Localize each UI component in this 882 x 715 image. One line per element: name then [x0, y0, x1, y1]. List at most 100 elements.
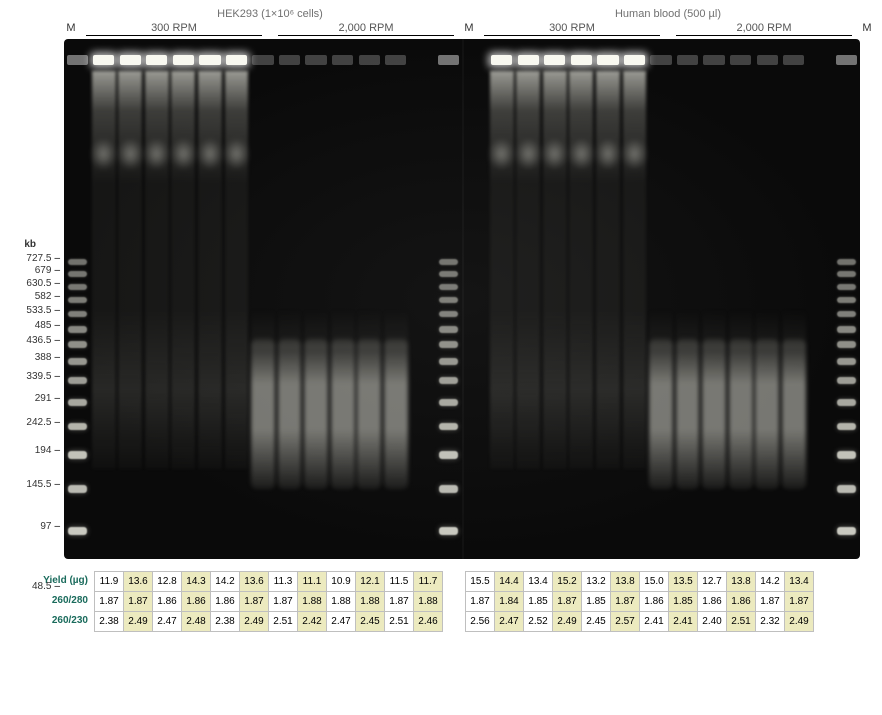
gel-smear-hmw [543, 71, 567, 469]
gel-well [120, 55, 141, 65]
kb-tick: 242.5 [26, 417, 60, 428]
ladder-band [837, 259, 856, 265]
gel-smear-sheared [331, 339, 355, 489]
gel-lane [595, 39, 622, 559]
gel-well [730, 55, 751, 65]
kb-tick: 679 [35, 265, 60, 276]
table-cell: 1.88 [327, 592, 356, 612]
gel-smear-hmw [569, 71, 593, 469]
gel-well [305, 55, 326, 65]
table-cell: 15.2 [553, 572, 582, 592]
gel-figure: HEK293 (1×10⁶ cells) Human blood (500 µl… [8, 8, 874, 632]
ladder-band [439, 399, 458, 406]
gel-well [491, 55, 512, 65]
table-cell: 11.3 [269, 572, 298, 592]
table-cell: 2.49 [553, 612, 582, 632]
gel-well [332, 55, 353, 65]
kb-tick: 727.5 [26, 253, 60, 264]
ladder-band [439, 284, 458, 290]
marker-label-m1: M [64, 22, 78, 39]
table-cell: 14.4 [495, 572, 524, 592]
gel-smear-sheared [251, 339, 275, 489]
gel-well [783, 55, 804, 65]
gel-lane [674, 39, 701, 559]
table-cell: 1.87 [611, 592, 640, 612]
gel-smear-hmw [198, 71, 222, 469]
gel-well [173, 55, 194, 65]
ladder-band [837, 297, 856, 303]
ladder-band [68, 377, 87, 384]
table-cell: 1.84 [495, 592, 524, 612]
data-table: 11.913.612.814.314.213.611.311.110.912.1… [94, 571, 443, 632]
gel-lane [462, 39, 489, 559]
table-cell: 2.47 [495, 612, 524, 632]
gel-smear-sheared [304, 339, 328, 489]
table-cell: 2.49 [124, 612, 153, 632]
table-cell: 1.86 [153, 592, 182, 612]
gel-wrap: kb 727.5679630.5582533.5485436.5388339.5… [8, 39, 874, 559]
ladder-band [837, 311, 856, 317]
gel-smear-sheared [676, 339, 700, 489]
table-cell: 1.85 [524, 592, 553, 612]
ladder-band [68, 358, 87, 365]
table-cell: 1.87 [124, 592, 153, 612]
ladder-band [439, 271, 458, 277]
ladder-band [837, 485, 856, 493]
gel-well [597, 55, 618, 65]
panel-title-right: Human blood (500 µl) [615, 8, 721, 22]
ladder-band [837, 341, 856, 348]
table-cell: 1.87 [385, 592, 414, 612]
table-cell: 2.40 [698, 612, 727, 632]
table-cell: 2.45 [356, 612, 385, 632]
ladder-band [68, 399, 87, 406]
gel-well [836, 55, 857, 65]
kb-tick: 194 [35, 445, 60, 456]
ladder-band [837, 527, 856, 535]
ladder-band [837, 271, 856, 277]
table-cell: 2.56 [466, 612, 495, 632]
gel-lane [648, 39, 675, 559]
rpm-label: 300 RPM [549, 22, 595, 35]
gel-smear-sheared [729, 339, 753, 489]
table-cell: 2.52 [524, 612, 553, 632]
ladder-band [68, 423, 87, 430]
ladder-band [68, 485, 87, 493]
table-cell: 2.41 [669, 612, 698, 632]
ladder-band [439, 297, 458, 303]
gel-smear-hmw [596, 71, 620, 469]
data-table: 15.514.413.415.213.213.815.013.512.713.8… [465, 571, 814, 632]
gel-lane [250, 39, 277, 559]
kb-tick: 533.5 [26, 305, 60, 316]
kb-tick: 582 [35, 291, 60, 302]
table-cell: 13.6 [124, 572, 153, 592]
table-cell: 2.46 [414, 612, 443, 632]
gel-smear-sheared [702, 339, 726, 489]
table-cell: 1.85 [582, 592, 611, 612]
table-cell: 14.2 [756, 572, 785, 592]
kb-tick: 630.5 [26, 278, 60, 289]
table-cell: 2.49 [785, 612, 814, 632]
table-cell: 2.51 [727, 612, 756, 632]
table-cell: 11.7 [414, 572, 443, 592]
rpm-label: 300 RPM [151, 22, 197, 35]
table-cell: 13.2 [582, 572, 611, 592]
table-cell: 2.49 [240, 612, 269, 632]
gel-lane [515, 39, 542, 559]
gel-lane [382, 39, 409, 559]
kb-axis-title: kb [24, 239, 36, 250]
table-cell: 12.8 [153, 572, 182, 592]
gel-smear-hmw [145, 71, 169, 469]
ladder-band [68, 284, 87, 290]
kb-tick: 97 [40, 521, 60, 532]
gel-well [385, 55, 406, 65]
table-cell: 12.1 [356, 572, 385, 592]
gel-well [703, 55, 724, 65]
ladder-band [439, 485, 458, 493]
ladder-band [68, 271, 87, 277]
gel-lane [276, 39, 303, 559]
table-cell: 1.87 [95, 592, 124, 612]
table-cell: 2.32 [756, 612, 785, 632]
table-cell: 1.87 [756, 592, 785, 612]
table-cell: 13.8 [727, 572, 756, 592]
table-cell: 15.5 [466, 572, 495, 592]
